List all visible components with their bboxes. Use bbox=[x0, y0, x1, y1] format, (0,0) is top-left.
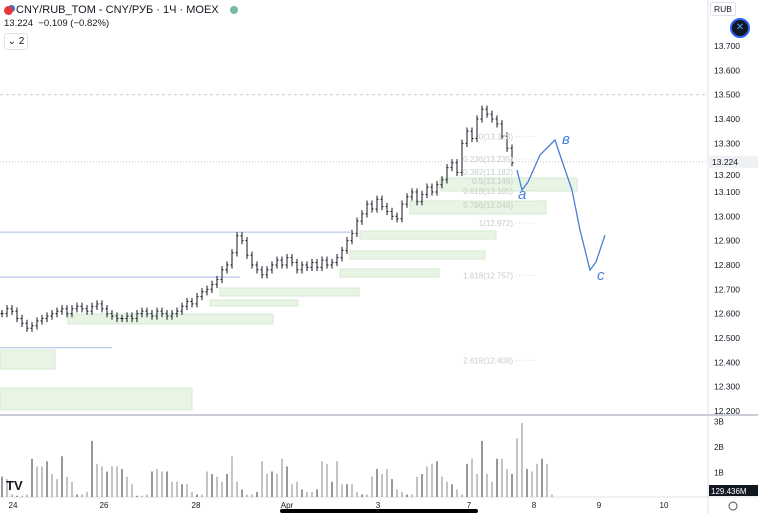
price-tick: 13.700 bbox=[714, 41, 740, 51]
current-price-badge bbox=[709, 155, 758, 168]
fib-level-label: 0.786(13.046) bbox=[463, 201, 513, 210]
time-tick: 24 bbox=[9, 501, 18, 510]
last-price: 13.224 bbox=[4, 18, 34, 29]
chart-header: CNY/RUB_TOM - CNY/РУБ · 1Ч · MOEX 13.224… bbox=[4, 4, 238, 50]
price-tick: 12.900 bbox=[714, 236, 740, 246]
price-tick: 12.500 bbox=[714, 333, 740, 343]
price-tick: 12.600 bbox=[714, 309, 740, 319]
time-tick: 9 bbox=[597, 501, 602, 510]
market-status-icon[interactable] bbox=[229, 6, 238, 14]
price-tick: 12.400 bbox=[714, 357, 740, 367]
volume-last-text: 129.436M bbox=[711, 487, 747, 496]
price-tick: 12.800 bbox=[714, 260, 740, 270]
elliott-wave-drawing bbox=[516, 138, 606, 272]
price-tick: 13.500 bbox=[714, 90, 740, 100]
fib-level-label: 0(13.328) bbox=[479, 133, 514, 142]
current-price-text: 13.224 bbox=[712, 157, 738, 167]
price-change: −0.109 (−0.82%) bbox=[38, 18, 110, 29]
volume-tick: 1B bbox=[714, 469, 724, 478]
price-tick: 12.700 bbox=[714, 284, 740, 294]
fib-zone bbox=[409, 200, 547, 215]
price-tick: 13.200 bbox=[714, 170, 740, 180]
fib-zone bbox=[359, 230, 497, 240]
wave-label: а bbox=[518, 186, 526, 203]
fib-level-label: 0.382(13.182) bbox=[463, 168, 513, 177]
price-tick: 13.100 bbox=[714, 187, 740, 197]
fib-zone bbox=[339, 268, 440, 278]
fib-level-label: 2.618(12.408) bbox=[463, 356, 513, 365]
wave-label: в bbox=[562, 131, 570, 148]
currency-flag-icon bbox=[4, 5, 13, 15]
price-tick: 12.300 bbox=[714, 382, 740, 392]
fib-zone bbox=[67, 313, 274, 325]
time-tick: Apr bbox=[281, 501, 294, 510]
fib-level-label: 1(12.972) bbox=[479, 219, 514, 228]
time-tick: 7 bbox=[467, 501, 472, 510]
price-tick: 13.300 bbox=[714, 138, 740, 148]
wave-label: с bbox=[597, 267, 605, 284]
volume-tick: 3B bbox=[714, 418, 724, 427]
scroll-handle[interactable] bbox=[280, 509, 478, 513]
price-tick: 13.000 bbox=[714, 211, 740, 221]
fib-level-label: 0.618(13.105) bbox=[463, 187, 513, 196]
symbol-title[interactable]: CNY/RUB_TOM - CNY/РУБ · 1Ч · MOEX bbox=[16, 4, 219, 16]
fib-zone bbox=[439, 177, 578, 192]
settings-icon[interactable] bbox=[728, 501, 738, 511]
price-tick: 13.400 bbox=[714, 114, 740, 124]
indicators-count: 2 bbox=[18, 36, 25, 47]
time-tick: 3 bbox=[376, 501, 381, 510]
time-tick: 8 bbox=[532, 501, 537, 510]
time-tick: 26 bbox=[100, 501, 109, 510]
fib-level-label: 1.618(12.757) bbox=[463, 271, 513, 280]
volume-last-badge bbox=[709, 485, 758, 496]
tradingview-logo: TV bbox=[6, 478, 23, 493]
indicators-toggle-button[interactable]: ⌄ 2 bbox=[4, 33, 28, 50]
volume-tick: 2B bbox=[714, 443, 724, 452]
fib-zone bbox=[349, 250, 486, 260]
currency-label[interactable]: RUB bbox=[710, 2, 736, 16]
chevron-down-icon: ⌄ bbox=[7, 36, 17, 47]
fib-zone bbox=[0, 387, 193, 411]
price-tick: 13.600 bbox=[714, 65, 740, 75]
fib-zone bbox=[209, 299, 299, 307]
crosshair-icon[interactable]: ✕ bbox=[730, 18, 750, 38]
fib-zone bbox=[0, 349, 56, 370]
fib-zone bbox=[219, 287, 360, 297]
time-tick: 28 bbox=[192, 501, 201, 510]
fib-level-label: 0.236(13.235) bbox=[463, 155, 513, 164]
time-tick: 10 bbox=[660, 501, 669, 510]
fib-level-label: 0.5(13.146) bbox=[472, 177, 513, 186]
price-tick: 12.200 bbox=[714, 406, 740, 416]
